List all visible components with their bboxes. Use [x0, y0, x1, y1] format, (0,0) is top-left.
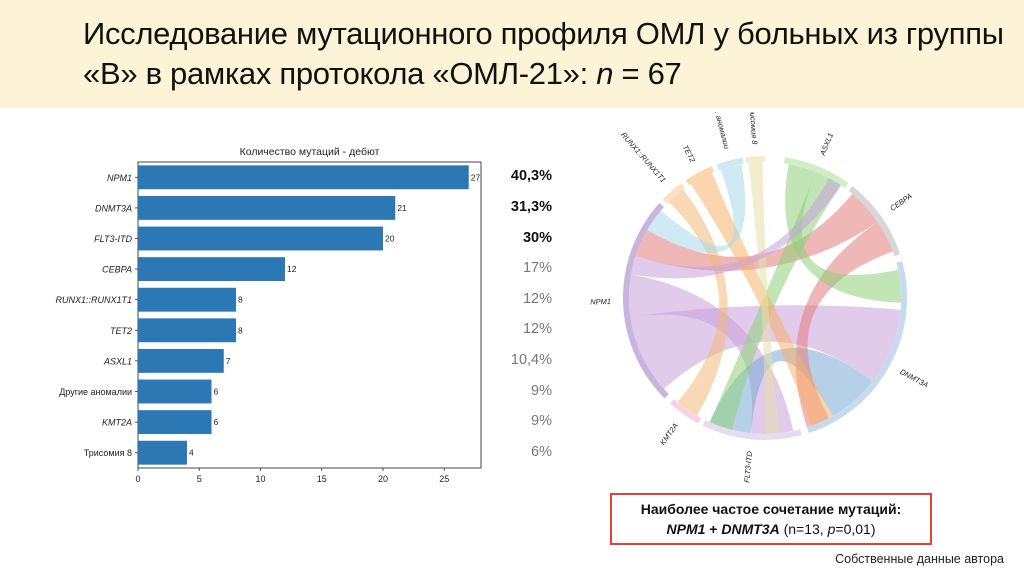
- segment-label: CEBPA: [888, 191, 914, 213]
- title-band: [0, 0, 1024, 108]
- segment-arc: [669, 399, 702, 424]
- percentage-label: 17%: [522, 260, 552, 277]
- x-tick-label: 0: [135, 474, 140, 484]
- x-tick-label: 20: [378, 474, 388, 484]
- segment-label: KMT2A: [658, 421, 680, 447]
- category-label: KMT2A: [102, 418, 132, 428]
- bar-Другие аномалии: [138, 379, 212, 404]
- segment-arc: [623, 202, 669, 399]
- note-line-1: Наиболее частое сочетание мутаций:: [640, 501, 902, 517]
- percentage-label: 12%: [522, 290, 552, 307]
- x-tick-label: 5: [197, 474, 202, 484]
- segment-label: RUNX1::RUNX1T1: [619, 130, 668, 184]
- bar-ASXL1: [138, 348, 224, 373]
- percentage-label: 6%: [531, 443, 552, 460]
- bar-FLT3-ITD: [138, 226, 383, 251]
- segment-arc: [716, 157, 744, 171]
- bar-CEBPA: [138, 257, 285, 282]
- segment-label: DNMT3A: [898, 367, 929, 390]
- ribbon: [785, 164, 901, 303]
- note-p: p: [827, 521, 836, 537]
- plot-frame: [137, 161, 482, 469]
- value-label: 8: [238, 295, 243, 305]
- segment-arc: [807, 261, 907, 434]
- bar-KMT2A: [138, 410, 212, 435]
- category-label: FLT3-ITD: [94, 234, 132, 244]
- category-label: Трисомия 8: [84, 448, 132, 458]
- percentage-label: 10,4%: [510, 351, 552, 368]
- value-label: 20: [385, 234, 395, 244]
- segment-label: ASXL1: [818, 132, 835, 158]
- title-line-1: Исследование мутационного профиля ОМЛ у …: [83, 16, 1004, 51]
- value-label: 4: [189, 448, 194, 458]
- ribbon: [709, 348, 873, 434]
- value-label: 27: [471, 172, 481, 182]
- x-tick-label: 25: [439, 474, 449, 484]
- segment-label: TET2: [681, 143, 698, 164]
- percentage-label: 30%: [522, 229, 552, 246]
- bar-RUNX1::RUNX1T1: [138, 287, 236, 312]
- bar-Трисомия 8: [138, 440, 187, 465]
- percentage-label: 12%: [522, 321, 552, 338]
- note-plus: +: [705, 521, 722, 537]
- bar-TET2: [138, 318, 236, 343]
- percentage-label: 31,3%: [510, 198, 552, 215]
- ribbon: [647, 164, 746, 253]
- category-label: CEBPA: [102, 265, 132, 275]
- ribbon: [709, 171, 842, 430]
- category-label: DNMT3A: [95, 203, 132, 213]
- ribbon: [748, 162, 780, 434]
- title-n-value: = 67: [613, 56, 682, 91]
- x-tick-label: 10: [255, 474, 265, 484]
- segment-arc: [662, 183, 686, 204]
- segment-label: трисомия 8: [747, 112, 759, 145]
- bar-DNMT3A: [138, 195, 396, 220]
- note-gene-1: NPM1: [666, 521, 706, 537]
- segment-arc: [702, 420, 802, 440]
- segment-label: др. аномалии: [711, 112, 732, 151]
- note-stats-a: (n=13,: [779, 521, 828, 537]
- note-gene-2: DNMT3A: [721, 521, 780, 537]
- category-label: TET2: [110, 326, 132, 336]
- segment-arc: [783, 157, 849, 188]
- note-line-2: NPM1 + DNMT3A (n=13, p=0,01): [612, 519, 930, 539]
- bar-NPM1: [138, 165, 469, 190]
- segment-label: NPM1: [590, 297, 611, 307]
- value-label: 7: [226, 356, 231, 366]
- category-label: NPM1: [107, 173, 132, 183]
- value-label: 6: [214, 417, 219, 427]
- source-note: Собственные данные автора: [835, 552, 1004, 566]
- percentage-label: 9%: [531, 413, 552, 430]
- category-label: RUNX1::RUNX1T1: [55, 295, 132, 305]
- note-stats-b: =0,01): [835, 521, 876, 537]
- segment-arc: [685, 166, 715, 186]
- segment-arc: [745, 156, 765, 164]
- percentage-label: 9%: [531, 382, 552, 399]
- page-title: Исследование мутационного профиля ОМЛ у …: [83, 14, 1013, 94]
- segment-label: FLT3-ITD: [742, 450, 754, 483]
- value-label: 8: [238, 325, 243, 335]
- ribbon: [631, 177, 842, 279]
- title-n: n: [596, 56, 614, 91]
- percentage-label: 40,3%: [510, 168, 552, 185]
- title-line-2-text: «В» в рамках протокола «ОМЛ-21»:: [83, 56, 597, 91]
- combination-note: Наиболее частое сочетание мутаций: NPM1 …: [610, 493, 932, 545]
- title-line-2: «В» в рамках протокола «ОМЛ-21»: n = 67: [83, 54, 1013, 94]
- category-label: Другие аномалии: [59, 387, 132, 397]
- segment-arc: [848, 186, 901, 256]
- mutation-count-bar-chart: Количество мутаций - дебют NPM1 27 DNMT3A 21…: [55, 146, 482, 484]
- ribbon: [630, 305, 901, 390]
- category-label: ASXL1: [103, 356, 132, 366]
- value-label: 21: [397, 203, 407, 213]
- x-tick-label: 15: [317, 474, 327, 484]
- value-label: 6: [214, 387, 219, 397]
- ribbon: [635, 193, 878, 271]
- value-label: 12: [287, 264, 297, 274]
- chart-title: Количество мутаций - дебют: [240, 146, 380, 158]
